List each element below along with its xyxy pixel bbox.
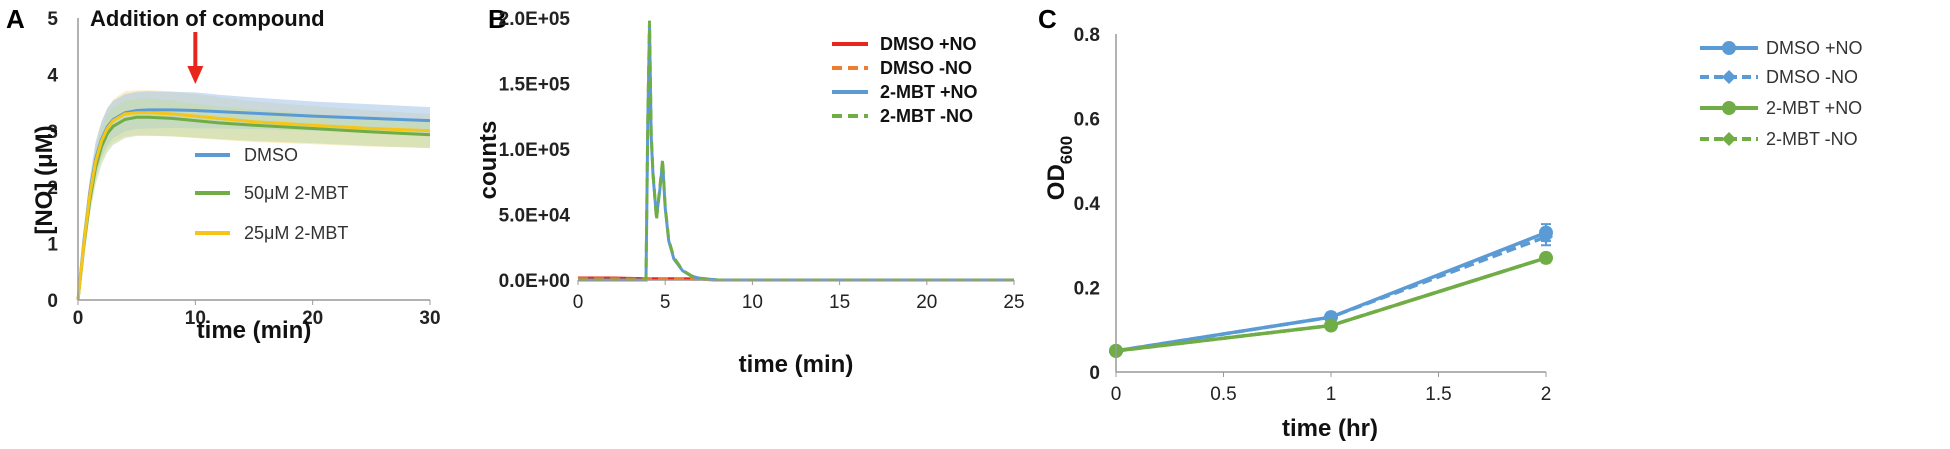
series-line-3 <box>1115 256 1547 353</box>
x-tick-label: 0 <box>73 308 84 329</box>
panel-c: 0 0.5 1 1.5 2 0 0.2 0.4 0.6 0.8 OD600 time (hr) D… <box>1043 25 1863 442</box>
data-point <box>1539 250 1553 265</box>
data-point <box>1324 318 1338 333</box>
legend-label-dmso: DMSO <box>244 145 298 165</box>
y-tick-label: 2 <box>47 178 58 199</box>
y-tick-label: 4 <box>47 65 58 86</box>
x-tick-label: 15 <box>829 292 850 313</box>
legend-label-dmso-plus-no: DMSO +NO <box>880 34 977 54</box>
panel-b-axes: 0 5 10 15 20 25 0.0E+00 5.0E+04 1.0E+05 1.5E+05 2.… <box>499 9 1025 313</box>
panel-letter-b: B <box>488 4 507 34</box>
legend-label-2mbt-plus-no: 2-MBT +NO <box>880 82 978 102</box>
legend-label-c-2mbt-plus-no: 2-MBT +NO <box>1766 98 1862 118</box>
panel-c-legend: DMSO +NO DMSO -NO 2-MBT +NO 2-MBT -NO <box>1700 38 1863 149</box>
panel-c-ylabel-main: OD <box>1043 164 1070 200</box>
y-tick-label: 0.2 <box>1074 279 1100 300</box>
panel-c-ylabel-sub: 600 <box>1057 136 1076 164</box>
legend-marker-c-2mbt-plus-no <box>1722 101 1736 115</box>
panel-b-legend: DMSO +NO DMSO -NO 2-MBT +NO 2-MBT -NO <box>832 34 978 126</box>
y-tick-label: 3 <box>47 122 58 143</box>
panel-letter-a: A <box>6 4 25 34</box>
legend-marker-c-dmso-minus-no <box>1722 70 1736 84</box>
y-tick-label: 1.0E+05 <box>499 140 571 161</box>
y-tick-label: 0 <box>47 291 58 312</box>
panel-b: 0 5 10 15 20 25 0.0E+00 5.0E+04 1.0E+05 1.5E+05 2.… <box>475 9 1025 378</box>
x-tick-label: 20 <box>916 292 937 313</box>
panel-a-legend: DMSO 50μM 2-MBT 25μM 2-MBT <box>195 145 348 243</box>
x-tick-label: 10 <box>742 292 763 313</box>
legend-label-dmso-minus-no: DMSO -NO <box>880 58 972 78</box>
series-line-3 <box>578 20 1014 282</box>
x-tick-label: 25 <box>1003 292 1024 313</box>
annotation-arrow-head <box>187 66 204 84</box>
x-tick-label: 10 <box>185 308 206 329</box>
series-line-0 <box>1115 230 1547 353</box>
legend-marker-c-dmso-plus-no <box>1722 41 1736 55</box>
panel-c-xlabel: time (hr) <box>1282 415 1378 442</box>
series-line-2 <box>76 111 431 301</box>
y-tick-label: 0.0E+00 <box>499 271 570 292</box>
series-line-2 <box>1115 256 1547 353</box>
legend-label-c-2mbt-minus-no: 2-MBT -NO <box>1766 129 1858 149</box>
x-tick-label: 1 <box>1326 384 1337 405</box>
legend-marker-c-2mbt-minus-no <box>1722 132 1736 146</box>
x-tick-label: 2 <box>1541 384 1552 405</box>
y-tick-label: 1 <box>47 235 58 256</box>
panel-a-lines <box>76 108 431 301</box>
y-tick-label: 2.0E+05 <box>499 9 571 30</box>
legend-label-2mbt-minus-no: 2-MBT -NO <box>880 106 973 126</box>
panel-letter-c: C <box>1038 4 1057 34</box>
data-point <box>1539 229 1553 244</box>
y-tick-label: 0.6 <box>1074 110 1100 131</box>
y-tick-label: 5.0E+04 <box>499 206 571 227</box>
annotation-addition-of-compound: Addition of compound <box>90 6 325 31</box>
panel-b-xlabel: time (min) <box>739 351 854 378</box>
y-tick-label: 0.8 <box>1074 25 1100 46</box>
legend-label-c-dmso-plus-no: DMSO +NO <box>1766 38 1863 58</box>
y-tick-label: 0 <box>1089 363 1100 384</box>
panel-a-ylabel: [NO] (μM) <box>31 125 58 234</box>
legend-label-50um: 50μM 2-MBT <box>244 183 348 203</box>
panel-c-lines <box>1109 223 1553 358</box>
y-tick-label: 1.5E+05 <box>499 75 571 96</box>
x-tick-label: 20 <box>302 308 323 329</box>
panel-c-axes: 0 0.5 1 1.5 2 0 0.2 0.4 0.6 0.8 <box>1074 25 1552 405</box>
y-tick-label: 0.4 <box>1074 194 1101 215</box>
panel-c-ylabel: OD600 <box>1043 136 1076 200</box>
legend-label-c-dmso-minus-no: DMSO -NO <box>1766 67 1858 87</box>
x-tick-label: 0 <box>573 292 584 313</box>
x-tick-label: 0 <box>1111 384 1122 405</box>
panel-a-xlabel: time (min) <box>197 317 312 344</box>
x-tick-label: 0.5 <box>1210 384 1236 405</box>
series-line-1 <box>1115 235 1547 353</box>
panel-b-ylabel: counts <box>475 121 502 200</box>
x-tick-label: 30 <box>419 308 440 329</box>
panel-a-axes: 0 10 20 30 0 1 2 3 4 5 <box>47 9 440 329</box>
x-tick-label: 1.5 <box>1425 384 1451 405</box>
panel-a: Addition of compound 0 10 20 30 0 1 2 3 4 5 [NO] … <box>31 6 441 344</box>
legend-label-25um: 25μM 2-MBT <box>244 223 348 243</box>
y-tick-label: 5 <box>47 9 58 30</box>
x-tick-label: 5 <box>660 292 671 313</box>
